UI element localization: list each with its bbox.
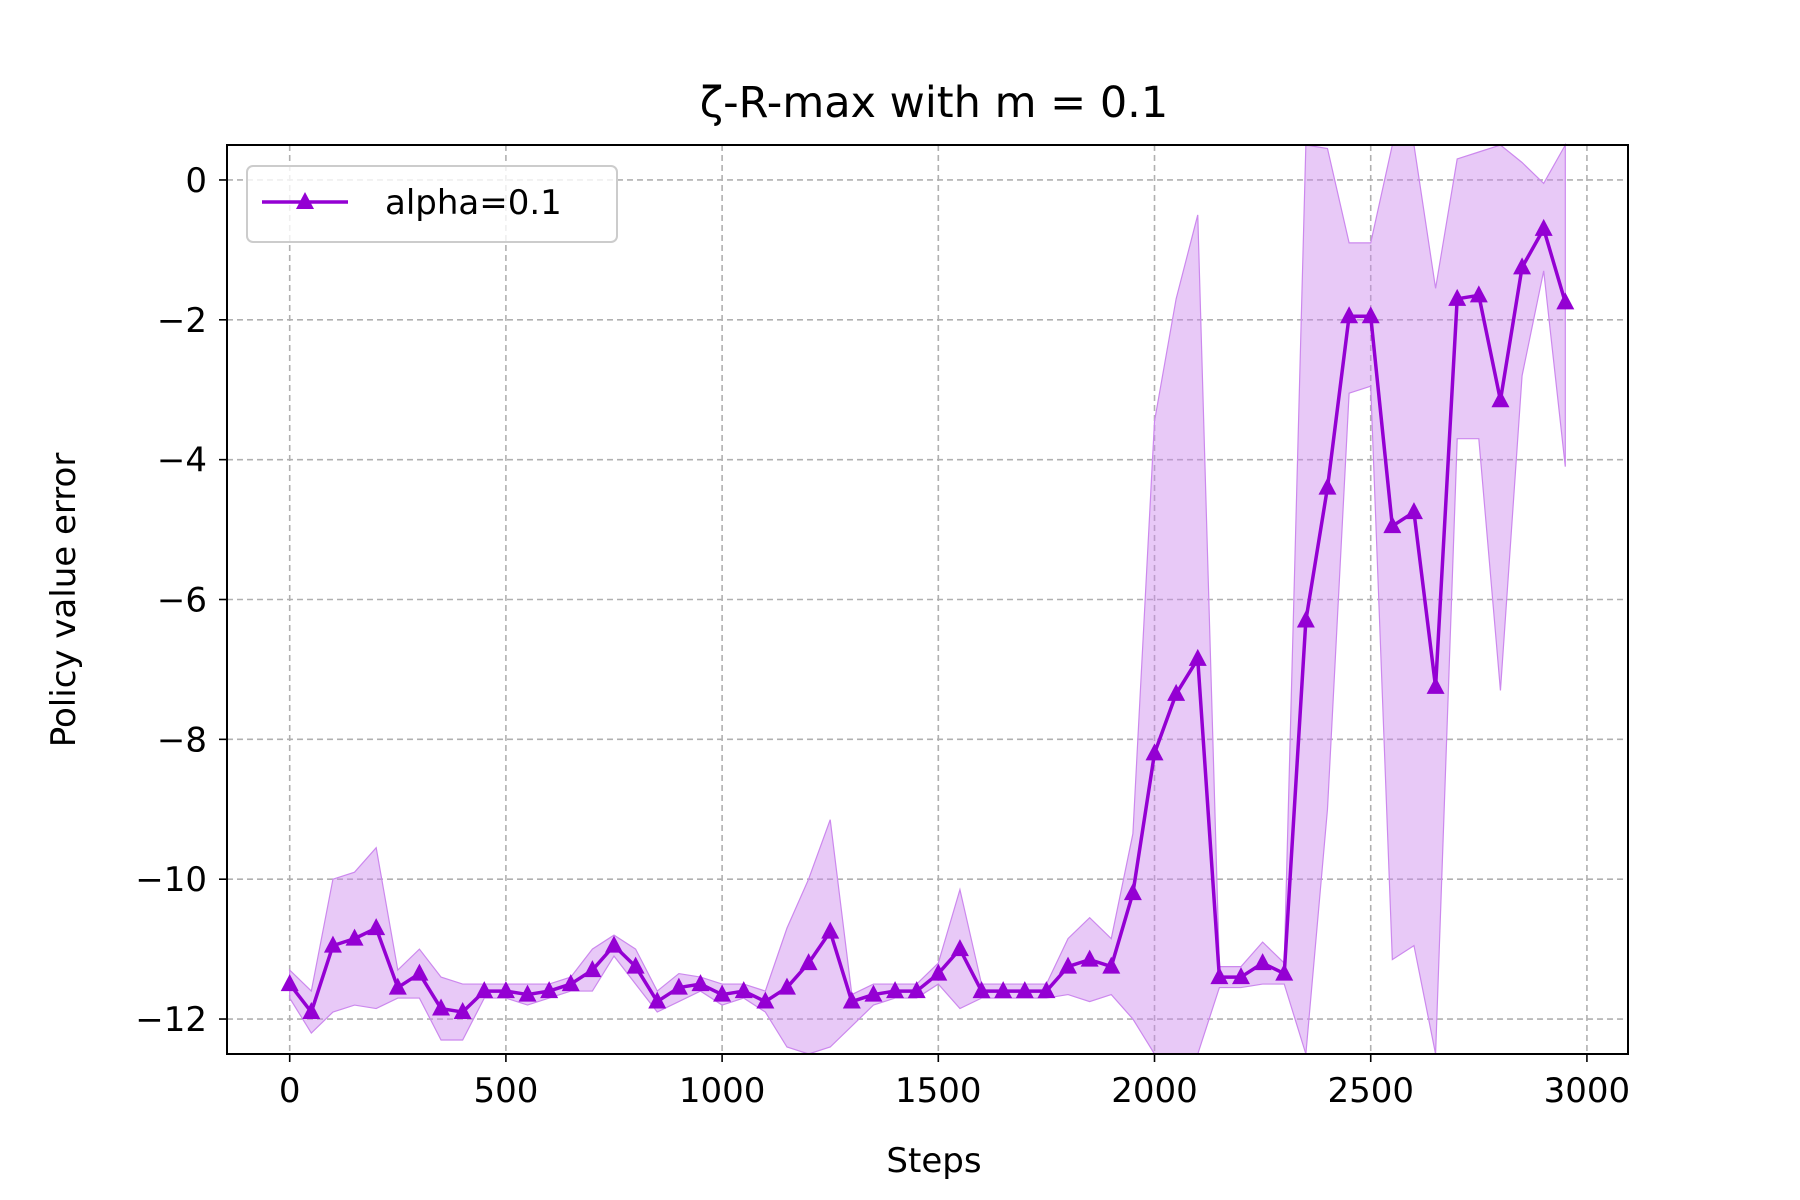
- data-point-marker: [388, 977, 407, 995]
- y-axis-ticks: 0 −2 −4 −6 −8 −10 −12: [135, 161, 227, 1040]
- data-point-marker: [1340, 306, 1359, 324]
- data-point-marker: [496, 981, 515, 999]
- x-tick-label: 3000: [1544, 1071, 1631, 1111]
- x-axis-label: Steps: [886, 1141, 981, 1181]
- x-tick-label: 500: [473, 1071, 538, 1111]
- data-point-marker: [1188, 648, 1207, 666]
- x-tick-label: 1500: [895, 1071, 982, 1111]
- data-point-marker: [561, 974, 580, 992]
- x-tick-label: 2000: [1111, 1071, 1198, 1111]
- x-axis-ticks: 0 500 1000 1500 2000 2500 3000: [279, 1054, 1630, 1111]
- data-point-marker: [1231, 967, 1250, 985]
- data-point-marker: [1556, 292, 1575, 310]
- y-axis-label: Policy value error: [44, 453, 84, 748]
- data-point-marker: [605, 935, 624, 953]
- data-point-marker: [691, 974, 710, 992]
- data-point-marker: [821, 921, 840, 939]
- data-point-marker: [972, 981, 991, 999]
- data-point-marker: [929, 963, 948, 981]
- data-point-marker: [1145, 743, 1164, 761]
- y-tick-label: −8: [157, 720, 207, 760]
- y-tick-label: −2: [157, 301, 207, 341]
- data-point-marker: [1037, 981, 1056, 999]
- chart-title: ζ-R-max with m = 0.1: [700, 78, 1168, 128]
- x-tick-label: 0: [279, 1071, 301, 1111]
- legend-label: alpha=0.1: [385, 183, 562, 223]
- data-point-marker: [540, 981, 559, 999]
- data-point-marker: [626, 956, 645, 974]
- data-point-marker: [1318, 477, 1337, 495]
- data-point-marker: [950, 939, 969, 957]
- x-tick-label: 1000: [679, 1071, 766, 1111]
- data-point-marker: [410, 963, 429, 981]
- y-tick-label: −6: [157, 581, 207, 621]
- data-point-marker: [1210, 967, 1229, 985]
- data-point-marker: [799, 953, 818, 971]
- data-point-marker: [323, 935, 342, 953]
- data-point-marker: [1426, 676, 1445, 694]
- data-point-marker: [1167, 683, 1186, 701]
- data-point-marker: [1469, 285, 1488, 303]
- data-point-marker: [1296, 610, 1315, 628]
- data-point-marker: [475, 981, 494, 999]
- data-point-marker: [583, 960, 602, 978]
- series-marker-layer: [280, 218, 1575, 1020]
- data-point-marker: [1015, 981, 1034, 999]
- data-point-marker: [1404, 502, 1423, 520]
- data-point-marker: [1361, 306, 1380, 324]
- data-point-marker: [777, 977, 796, 995]
- data-point-marker: [1253, 953, 1272, 971]
- legend-box: [246, 165, 618, 243]
- data-point-marker: [345, 928, 364, 946]
- data-point-marker: [886, 981, 905, 999]
- x-tick-label: 2500: [1327, 1071, 1414, 1111]
- data-point-marker: [432, 998, 451, 1016]
- data-point-marker: [1513, 257, 1532, 275]
- data-point-marker: [1059, 956, 1078, 974]
- data-point-marker: [756, 991, 775, 1009]
- data-point-marker: [1534, 218, 1553, 236]
- data-point-marker: [1123, 883, 1142, 901]
- data-point-marker: [1080, 949, 1099, 967]
- data-point-marker: [1275, 963, 1294, 981]
- y-tick-label: −4: [157, 441, 207, 481]
- y-tick-label: −12: [135, 1000, 207, 1040]
- data-point-marker: [648, 991, 667, 1009]
- data-point-marker: [669, 977, 688, 995]
- data-point-marker: [1383, 516, 1402, 534]
- data-point-marker: [864, 984, 883, 1002]
- data-point-marker: [280, 974, 299, 992]
- data-point-marker: [1448, 288, 1467, 306]
- data-point-marker: [367, 918, 386, 936]
- data-point-marker: [734, 981, 753, 999]
- y-tick-label: 0: [185, 161, 207, 201]
- data-point-marker: [453, 1002, 472, 1020]
- data-point-marker: [907, 981, 926, 999]
- data-point-marker: [713, 984, 732, 1002]
- data-point-marker: [1491, 390, 1510, 408]
- y-tick-label: −10: [135, 860, 207, 900]
- data-point-marker: [994, 981, 1013, 999]
- legend-marker-swatch: [296, 192, 314, 209]
- data-point-marker: [1102, 956, 1121, 974]
- legend: alpha=0.1: [246, 165, 618, 243]
- grid: [227, 145, 1628, 1054]
- data-point-marker: [518, 984, 537, 1002]
- data-point-marker: [302, 1002, 321, 1020]
- data-point-marker: [842, 991, 861, 1009]
